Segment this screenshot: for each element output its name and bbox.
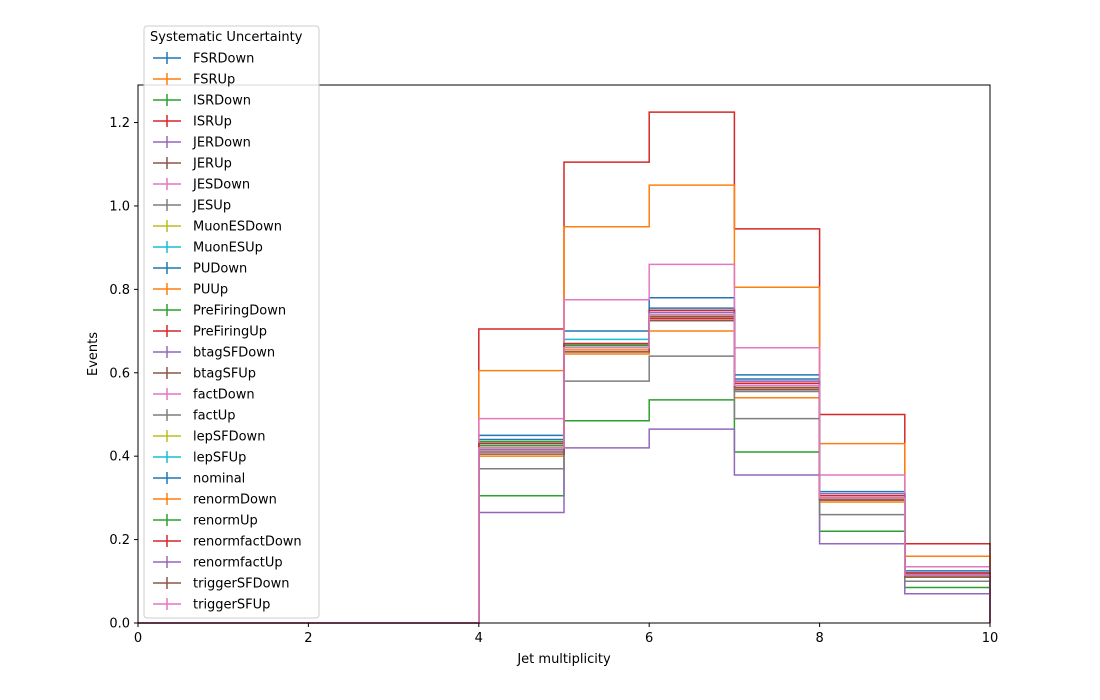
y-tick-label: 0.4: [109, 450, 130, 465]
legend-items: FSRDown FSRUp ISRDown ISRUp JERDown JERUp JESD…: [153, 52, 302, 613]
legend-label: FSRUp: [193, 73, 235, 88]
legend-item-renormfactDown: renormfactDown: [153, 535, 302, 550]
legend-label: btagSFDown: [193, 346, 275, 361]
legend-label: MuonESDown: [193, 220, 282, 235]
legend-label: PUUp: [193, 283, 228, 298]
legend-item-btagSFUp: btagSFUp: [153, 367, 256, 382]
x-tick-label: 8: [815, 631, 823, 646]
y-tick-label: 0.8: [109, 283, 130, 298]
legend-item-ISRUp: ISRUp: [153, 115, 232, 130]
legend-label: ISRDown: [193, 94, 251, 109]
legend-item-FSRDown: FSRDown: [153, 52, 254, 67]
legend-label: factDown: [193, 388, 255, 403]
legend-item-JERUp: JERUp: [153, 157, 232, 172]
legend-box: [143, 25, 320, 619]
legend-item-lepSFUp: lepSFUp: [153, 451, 246, 466]
legend-label: JERDown: [192, 136, 251, 151]
y-axis-label: Events: [86, 332, 101, 376]
legend-item-renormDown: renormDown: [153, 493, 277, 508]
plot-frame: [137, 84, 991, 624]
legend-item-btagSFDown: btagSFDown: [153, 346, 275, 361]
legend-label: PreFiringDown: [193, 304, 286, 319]
legend-item-triggerSFUp: triggerSFUp: [153, 598, 270, 613]
legend-label: lepSFDown: [193, 430, 265, 445]
legend-label: triggerSFDown: [193, 577, 289, 592]
legend-label: ISRUp: [193, 115, 232, 130]
y-tick-label: 0.0: [109, 617, 130, 632]
legend-label: renormfactUp: [193, 556, 283, 571]
legend-label: PreFiringUp: [193, 325, 267, 340]
x-tick-label: 2: [304, 631, 312, 646]
legend-label: renormDown: [193, 493, 277, 508]
legend-item-PUUp: PUUp: [153, 283, 228, 298]
legend-item-JESDown: JESDown: [153, 178, 250, 193]
legend-label: PUDown: [193, 262, 247, 277]
legend-label: JESDown: [192, 178, 250, 193]
legend-label: lepSFUp: [193, 451, 246, 466]
x-tick-label: 0: [134, 631, 142, 646]
legend-label: renormfactDown: [193, 535, 302, 550]
x-axis-label: Jet multiplicity: [516, 652, 611, 667]
legend-item-triggerSFDown: triggerSFDown: [153, 577, 289, 592]
legend-label: factUp: [193, 409, 236, 424]
legend-item-factDown: factDown: [153, 388, 255, 403]
y-axis: 0.0 0.2 0.4 0.6 0.8 1.0 1.2: [109, 116, 138, 632]
legend-label: triggerSFUp: [193, 598, 270, 613]
x-tick-label: 10: [982, 631, 999, 646]
legend-label: JESUp: [192, 199, 231, 214]
legend-label: nominal: [193, 472, 245, 487]
legend-label: FSRDown: [193, 52, 254, 67]
y-tick-label: 1.2: [109, 116, 130, 131]
y-tick-label: 0.2: [109, 533, 130, 548]
legend-item-renormfactUp: renormfactUp: [153, 556, 283, 571]
legend-label: MuonESUp: [193, 241, 263, 256]
legend-title: Systematic Uncertainty: [150, 30, 303, 45]
legend-label: JERUp: [192, 157, 232, 172]
x-tick-label: 4: [475, 631, 483, 646]
legend-label: renormUp: [193, 514, 258, 529]
y-tick-label: 0.6: [109, 366, 130, 381]
legend-label: btagSFUp: [193, 367, 256, 382]
legend-item-JERDown: JERDown: [153, 136, 251, 151]
x-tick-label: 6: [645, 631, 653, 646]
legend-item-PreFiringUp: PreFiringUp: [153, 325, 267, 340]
legend-item-MuonESDown: MuonESDown: [153, 220, 282, 235]
y-tick-label: 1.0: [109, 199, 130, 214]
legend-item-PUDown: PUDown: [153, 262, 247, 277]
legend-item-ISRDown: ISRDown: [153, 94, 251, 109]
legend-item-JESUp: JESUp: [153, 199, 231, 214]
legend-item-lepSFDown: lepSFDown: [153, 430, 265, 445]
x-axis: 0 2 4 6 8 10: [134, 623, 998, 646]
legend: Systematic Uncertainty FSRDown FSRUp ISRDo…: [143, 25, 320, 619]
legend-item-FSRUp: FSRUp: [153, 73, 235, 88]
legend-item-PreFiringDown: PreFiringDown: [153, 304, 286, 319]
legend-item-MuonESUp: MuonESUp: [153, 241, 263, 256]
legend-item-nominal: nominal: [153, 472, 245, 487]
legend-item-renormUp: renormUp: [153, 514, 258, 529]
legend-item-factUp: factUp: [153, 409, 236, 424]
